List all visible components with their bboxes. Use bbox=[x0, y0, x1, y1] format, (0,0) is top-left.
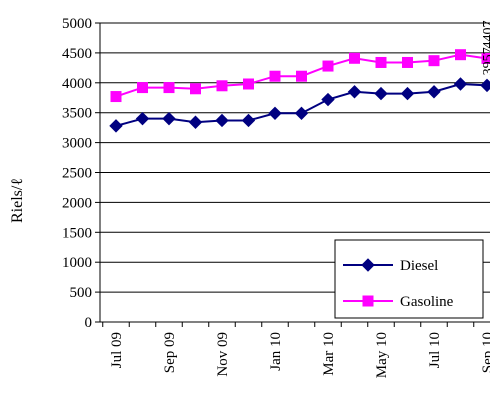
data-point-gasoline bbox=[110, 91, 122, 103]
x-tick-label: Mar 10 bbox=[321, 332, 337, 376]
x-tick-label: May 10 bbox=[374, 332, 390, 378]
y-tick-label: 1500 bbox=[62, 225, 92, 241]
data-point-diesel bbox=[480, 78, 490, 93]
y-tick-label: 4500 bbox=[62, 46, 92, 62]
y-tick-label: 3000 bbox=[62, 136, 92, 152]
data-point-diesel bbox=[453, 77, 468, 91]
series-gasoline bbox=[110, 49, 490, 103]
x-tick-label: Nov 09 bbox=[215, 332, 231, 377]
data-point-diesel bbox=[268, 106, 282, 121]
data-point-diesel bbox=[162, 111, 176, 126]
x-tick-label: Jul 10 bbox=[427, 332, 443, 368]
data-point-gasoline bbox=[243, 78, 254, 90]
data-point-gasoline bbox=[190, 83, 201, 95]
data-point-gasoline bbox=[216, 80, 228, 92]
y-tick-label: 0 bbox=[85, 315, 93, 331]
data-point-gasoline bbox=[375, 56, 387, 68]
series-diesel bbox=[109, 77, 490, 133]
data-label-diesel: 3957 bbox=[481, 47, 490, 75]
data-point-gasoline bbox=[402, 56, 413, 68]
y-tick-label: 5000 bbox=[62, 16, 92, 32]
data-point-diesel bbox=[135, 111, 150, 126]
data-point-gasoline bbox=[428, 55, 440, 67]
y-tick-label: 2000 bbox=[62, 195, 92, 211]
y-tick-label: 1000 bbox=[62, 255, 92, 271]
data-point-diesel bbox=[427, 85, 441, 99]
data-point-diesel bbox=[109, 119, 123, 133]
legend-label-gasoline: Gasoline bbox=[400, 294, 454, 310]
y-tick-label: 4000 bbox=[62, 76, 92, 92]
data-point-diesel bbox=[347, 85, 362, 99]
legend-label-diesel: Diesel bbox=[400, 258, 438, 274]
data-point-diesel bbox=[400, 86, 415, 101]
data-point-diesel bbox=[294, 106, 309, 121]
data-point-diesel bbox=[188, 115, 203, 129]
data-point-diesel bbox=[374, 86, 388, 101]
data-point-gasoline bbox=[349, 52, 360, 64]
data-point-gasoline bbox=[455, 49, 466, 61]
axes: 0 500 1000 1500 2000 2500 3000 3500 4000 4500 5000… bbox=[9, 16, 490, 378]
gridlines bbox=[100, 22, 490, 293]
y-axis-title: Riels/ℓ bbox=[9, 178, 26, 223]
x-tick-label: Sep 10 bbox=[480, 332, 490, 373]
y-tick-label: 2500 bbox=[62, 166, 92, 182]
series-group bbox=[109, 49, 490, 133]
data-point-gasoline bbox=[269, 70, 281, 82]
data-point-diesel bbox=[321, 92, 335, 107]
x-tick-label: Jan 10 bbox=[268, 332, 284, 371]
legend-marker bbox=[362, 295, 374, 307]
data-point-gasoline bbox=[481, 52, 490, 64]
legend-box bbox=[334, 239, 484, 319]
data-label-gasoline: 4407 bbox=[481, 20, 490, 48]
x-tick-label: Sep 09 bbox=[162, 332, 178, 373]
y-tick-label: 500 bbox=[70, 285, 93, 301]
data-point-diesel bbox=[215, 113, 229, 128]
data-point-gasoline bbox=[137, 82, 148, 94]
x-tick-label: Jul 09 bbox=[109, 332, 125, 368]
data-point-gasoline bbox=[296, 70, 307, 82]
data-point-gasoline bbox=[322, 60, 334, 72]
data-point-diesel bbox=[241, 113, 256, 128]
legend-marker bbox=[361, 258, 375, 272]
data-point-gasoline bbox=[163, 82, 175, 94]
y-tick-label: 3500 bbox=[62, 106, 92, 122]
legend: Diesel Gasoline bbox=[334, 239, 484, 319]
